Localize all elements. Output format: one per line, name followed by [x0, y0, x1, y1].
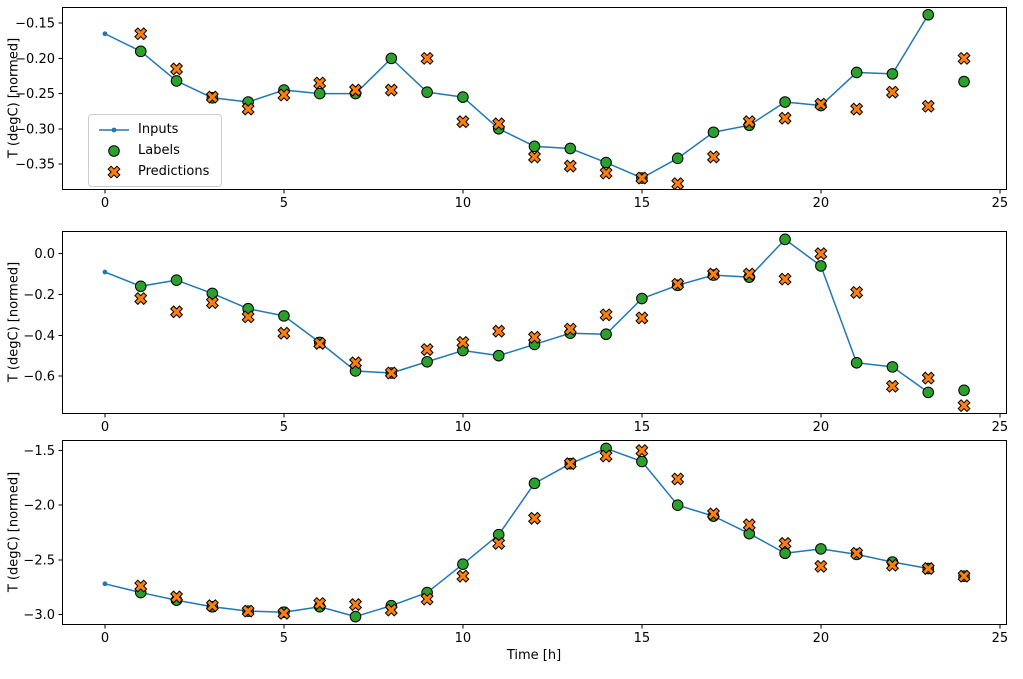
svg-text:−3.0: −3.0 — [23, 608, 55, 623]
predictions-series — [134, 247, 971, 413]
svg-text:−0.25: −0.25 — [15, 87, 55, 102]
svg-text:25: 25 — [992, 631, 1009, 646]
svg-text:20: 20 — [813, 631, 830, 646]
svg-text:15: 15 — [634, 631, 651, 646]
svg-text:25: 25 — [992, 196, 1009, 211]
svg-text:25: 25 — [992, 420, 1009, 435]
svg-text:−0.35: −0.35 — [15, 157, 55, 172]
y-ticks: −1.5 −2.0 −2.5 −3.0 — [23, 444, 62, 623]
inputs-series — [102, 446, 931, 619]
labels-series — [134, 442, 970, 623]
axes-frame — [62, 7, 1007, 190]
svg-text:5: 5 — [280, 196, 288, 211]
predictions-series — [134, 444, 971, 620]
x-axis-label: Time [h] — [506, 648, 562, 663]
legend-item-predictions: Predictions — [97, 164, 209, 179]
subplot-bottom-canvas: 0 5 10 15 20 25 −1.5 −2.0 −2.5 −3.0 — [23, 440, 1008, 646]
axes-frame — [62, 440, 1007, 625]
x-ticks: 0 5 10 15 20 25 — [101, 190, 1008, 211]
svg-text:−0.15: −0.15 — [15, 17, 55, 32]
labels-series — [134, 8, 970, 184]
y-ticks: −0.15 −0.20 −0.25 −0.30 −0.35 — [15, 17, 62, 172]
labels-series — [134, 233, 970, 399]
legend-label-inputs: Inputs — [138, 122, 179, 137]
legend-item-inputs: Inputs — [97, 122, 209, 137]
svg-text:−0.20: −0.20 — [15, 52, 55, 67]
legend: Inputs Labels Predictions — [88, 114, 223, 187]
y-axis-label-middle: T (degC) [normed] — [6, 261, 22, 383]
legend-label-labels: Labels — [138, 143, 180, 158]
svg-text:−1.5: −1.5 — [23, 444, 55, 459]
line-dot-icon — [99, 127, 129, 132]
y-axis-label-top: T (degC) [normed] — [6, 37, 22, 159]
svg-text:0: 0 — [101, 420, 109, 435]
subplot-middle-canvas: 0 5 10 15 20 25 0.0 −0.2 −0.4 −0.6 — [23, 231, 1008, 435]
y-ticks: 0.0 −0.2 −0.4 −0.6 — [23, 247, 62, 385]
circle-icon — [108, 144, 120, 157]
svg-text:15: 15 — [634, 420, 651, 435]
x-ticks: 0 5 10 15 20 25 — [101, 625, 1008, 646]
legend-label-predictions: Predictions — [138, 164, 210, 179]
y-axis-label-bottom: T (degC) [normed] — [6, 471, 22, 593]
legend-item-labels: Labels — [97, 143, 209, 158]
svg-text:−0.2: −0.2 — [23, 288, 55, 303]
predictions-series — [134, 27, 971, 191]
x-icon — [107, 164, 121, 179]
svg-text:15: 15 — [634, 196, 651, 211]
svg-text:−0.6: −0.6 — [23, 370, 55, 385]
subplot-top-canvas: 0 5 10 15 20 25 −0.15 −0.20 −0.25 −0.30 −0.35 — [15, 7, 1008, 211]
axes-frame — [62, 231, 1007, 414]
svg-text:5: 5 — [280, 420, 288, 435]
svg-text:10: 10 — [455, 420, 472, 435]
svg-text:0: 0 — [101, 631, 109, 646]
x-ticks: 0 5 10 15 20 25 — [101, 414, 1008, 435]
svg-text:0: 0 — [101, 196, 109, 211]
svg-text:10: 10 — [455, 196, 472, 211]
svg-text:10: 10 — [455, 631, 472, 646]
svg-text:0.0: 0.0 — [34, 247, 55, 262]
svg-text:−2.5: −2.5 — [23, 553, 55, 568]
svg-text:20: 20 — [813, 196, 830, 211]
inputs-series — [102, 12, 931, 181]
inputs-series — [102, 236, 931, 395]
svg-text:20: 20 — [813, 420, 830, 435]
svg-text:5: 5 — [280, 631, 288, 646]
svg-text:−0.30: −0.30 — [15, 122, 55, 137]
svg-text:−0.4: −0.4 — [23, 329, 55, 344]
svg-text:−2.0: −2.0 — [23, 499, 55, 514]
